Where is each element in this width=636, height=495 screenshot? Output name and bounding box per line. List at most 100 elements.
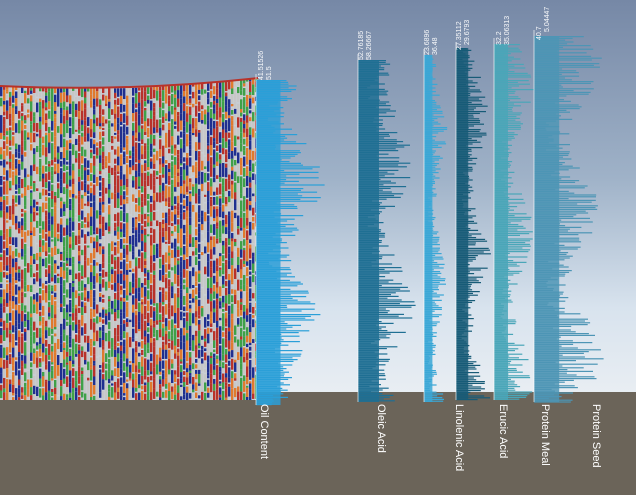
genotype-cell	[84, 97, 87, 104]
genotype-cell	[183, 260, 186, 263]
genotype-cell	[162, 228, 165, 232]
trait-bar	[256, 173, 300, 175]
genotype-cell	[171, 161, 174, 167]
genotype-cell	[105, 257, 108, 263]
genotype-cell	[237, 234, 240, 239]
trait-bar	[456, 183, 466, 185]
genotype-cell	[153, 145, 156, 149]
trait-bar	[358, 303, 400, 305]
genotype-matrix[interactable]	[0, 77, 259, 400]
genotype-cell	[198, 213, 201, 219]
genotype-cell	[24, 262, 27, 267]
genotype-cell	[36, 337, 39, 343]
genotype-cell	[246, 360, 249, 367]
genotype-cell	[33, 363, 36, 375]
genotype-cell	[39, 344, 42, 349]
genotype-cell	[213, 95, 216, 101]
trait-bar	[456, 165, 467, 167]
trait-bar	[456, 260, 473, 262]
trait-bar	[424, 175, 436, 177]
genotype-cell	[93, 276, 96, 285]
genotype-cell	[174, 191, 177, 197]
genotype-cell	[204, 246, 207, 254]
trait-bar	[358, 391, 371, 393]
genotype-cell	[42, 372, 45, 377]
genotype-cell	[174, 298, 177, 305]
trait-bar	[424, 150, 436, 152]
genotype-cell	[93, 184, 96, 196]
trait-bar	[456, 312, 468, 314]
genotype-cell	[0, 241, 3, 251]
trait-bar	[424, 139, 435, 141]
genotype-cell	[33, 199, 36, 208]
genotype-cell	[132, 387, 135, 390]
genotype-cell	[123, 362, 126, 371]
trait-bar	[456, 381, 485, 383]
genotype-cell	[168, 320, 171, 330]
genotype-cell	[228, 386, 231, 397]
trait-bar	[358, 155, 377, 157]
genotype-cell	[81, 223, 84, 228]
trait-bar	[424, 256, 443, 258]
genotype-cell	[111, 182, 114, 189]
genotype-cell	[96, 147, 99, 156]
genotype-cell	[105, 168, 108, 171]
genotype-cell	[204, 172, 207, 183]
genotype-cell	[18, 397, 21, 400]
genotype-cell	[159, 139, 162, 150]
genotype-cell	[240, 291, 243, 299]
genotype-cell	[39, 158, 42, 161]
genotype-cell	[129, 160, 132, 168]
genotype-cell	[165, 349, 168, 359]
trait-bar	[494, 60, 512, 62]
trait-bar	[494, 369, 517, 371]
genotype-cell	[210, 109, 213, 118]
trait-bar	[494, 249, 531, 251]
trait-bar	[256, 121, 279, 123]
genotype-cell	[177, 135, 180, 145]
trait-bar	[358, 364, 386, 366]
trait-bar	[456, 190, 474, 192]
genotype-cell	[45, 274, 48, 277]
genotype-cell	[36, 357, 39, 368]
genotype-cell	[174, 353, 177, 359]
trait-bar	[256, 261, 269, 263]
genotype-cell	[51, 106, 54, 115]
genotype-cell	[54, 237, 57, 247]
trait-bar	[358, 243, 379, 245]
trait-bar	[456, 109, 474, 111]
genotype-cell	[153, 229, 156, 236]
genotype-cell	[195, 87, 198, 91]
genotype-cell	[24, 140, 27, 145]
trait-bar	[358, 173, 395, 175]
genotype-cell	[240, 176, 243, 187]
genotype-cell	[141, 207, 144, 215]
genotype-cell	[144, 163, 147, 172]
genotype-cell	[138, 142, 141, 151]
genotype-cell	[69, 204, 72, 211]
genotype-cell	[165, 368, 168, 378]
genotype-cell	[54, 301, 57, 306]
genotype-cell	[168, 255, 171, 265]
genotype-cell	[120, 315, 123, 325]
trait-bar	[424, 301, 435, 303]
genotype-cell	[180, 183, 183, 186]
genotype-cell	[54, 102, 57, 111]
trait-bar	[456, 247, 489, 249]
genotype-cell	[177, 264, 180, 275]
genotype-cell	[168, 86, 171, 94]
genotype-cell	[36, 229, 39, 240]
trait-bar	[256, 294, 291, 296]
genotype-cell	[36, 244, 39, 254]
trait-bar	[256, 116, 284, 118]
genotype-cell	[159, 202, 162, 210]
genotype-cell	[192, 334, 195, 341]
genotype-cell	[237, 136, 240, 140]
trait-bar	[456, 154, 472, 156]
genotype-cell	[249, 389, 252, 397]
genotype-cell	[162, 236, 165, 243]
genotype-cell	[219, 301, 222, 306]
genotype-cell	[96, 357, 99, 367]
genotype-cell	[186, 368, 189, 373]
genotype-cell	[3, 388, 6, 393]
